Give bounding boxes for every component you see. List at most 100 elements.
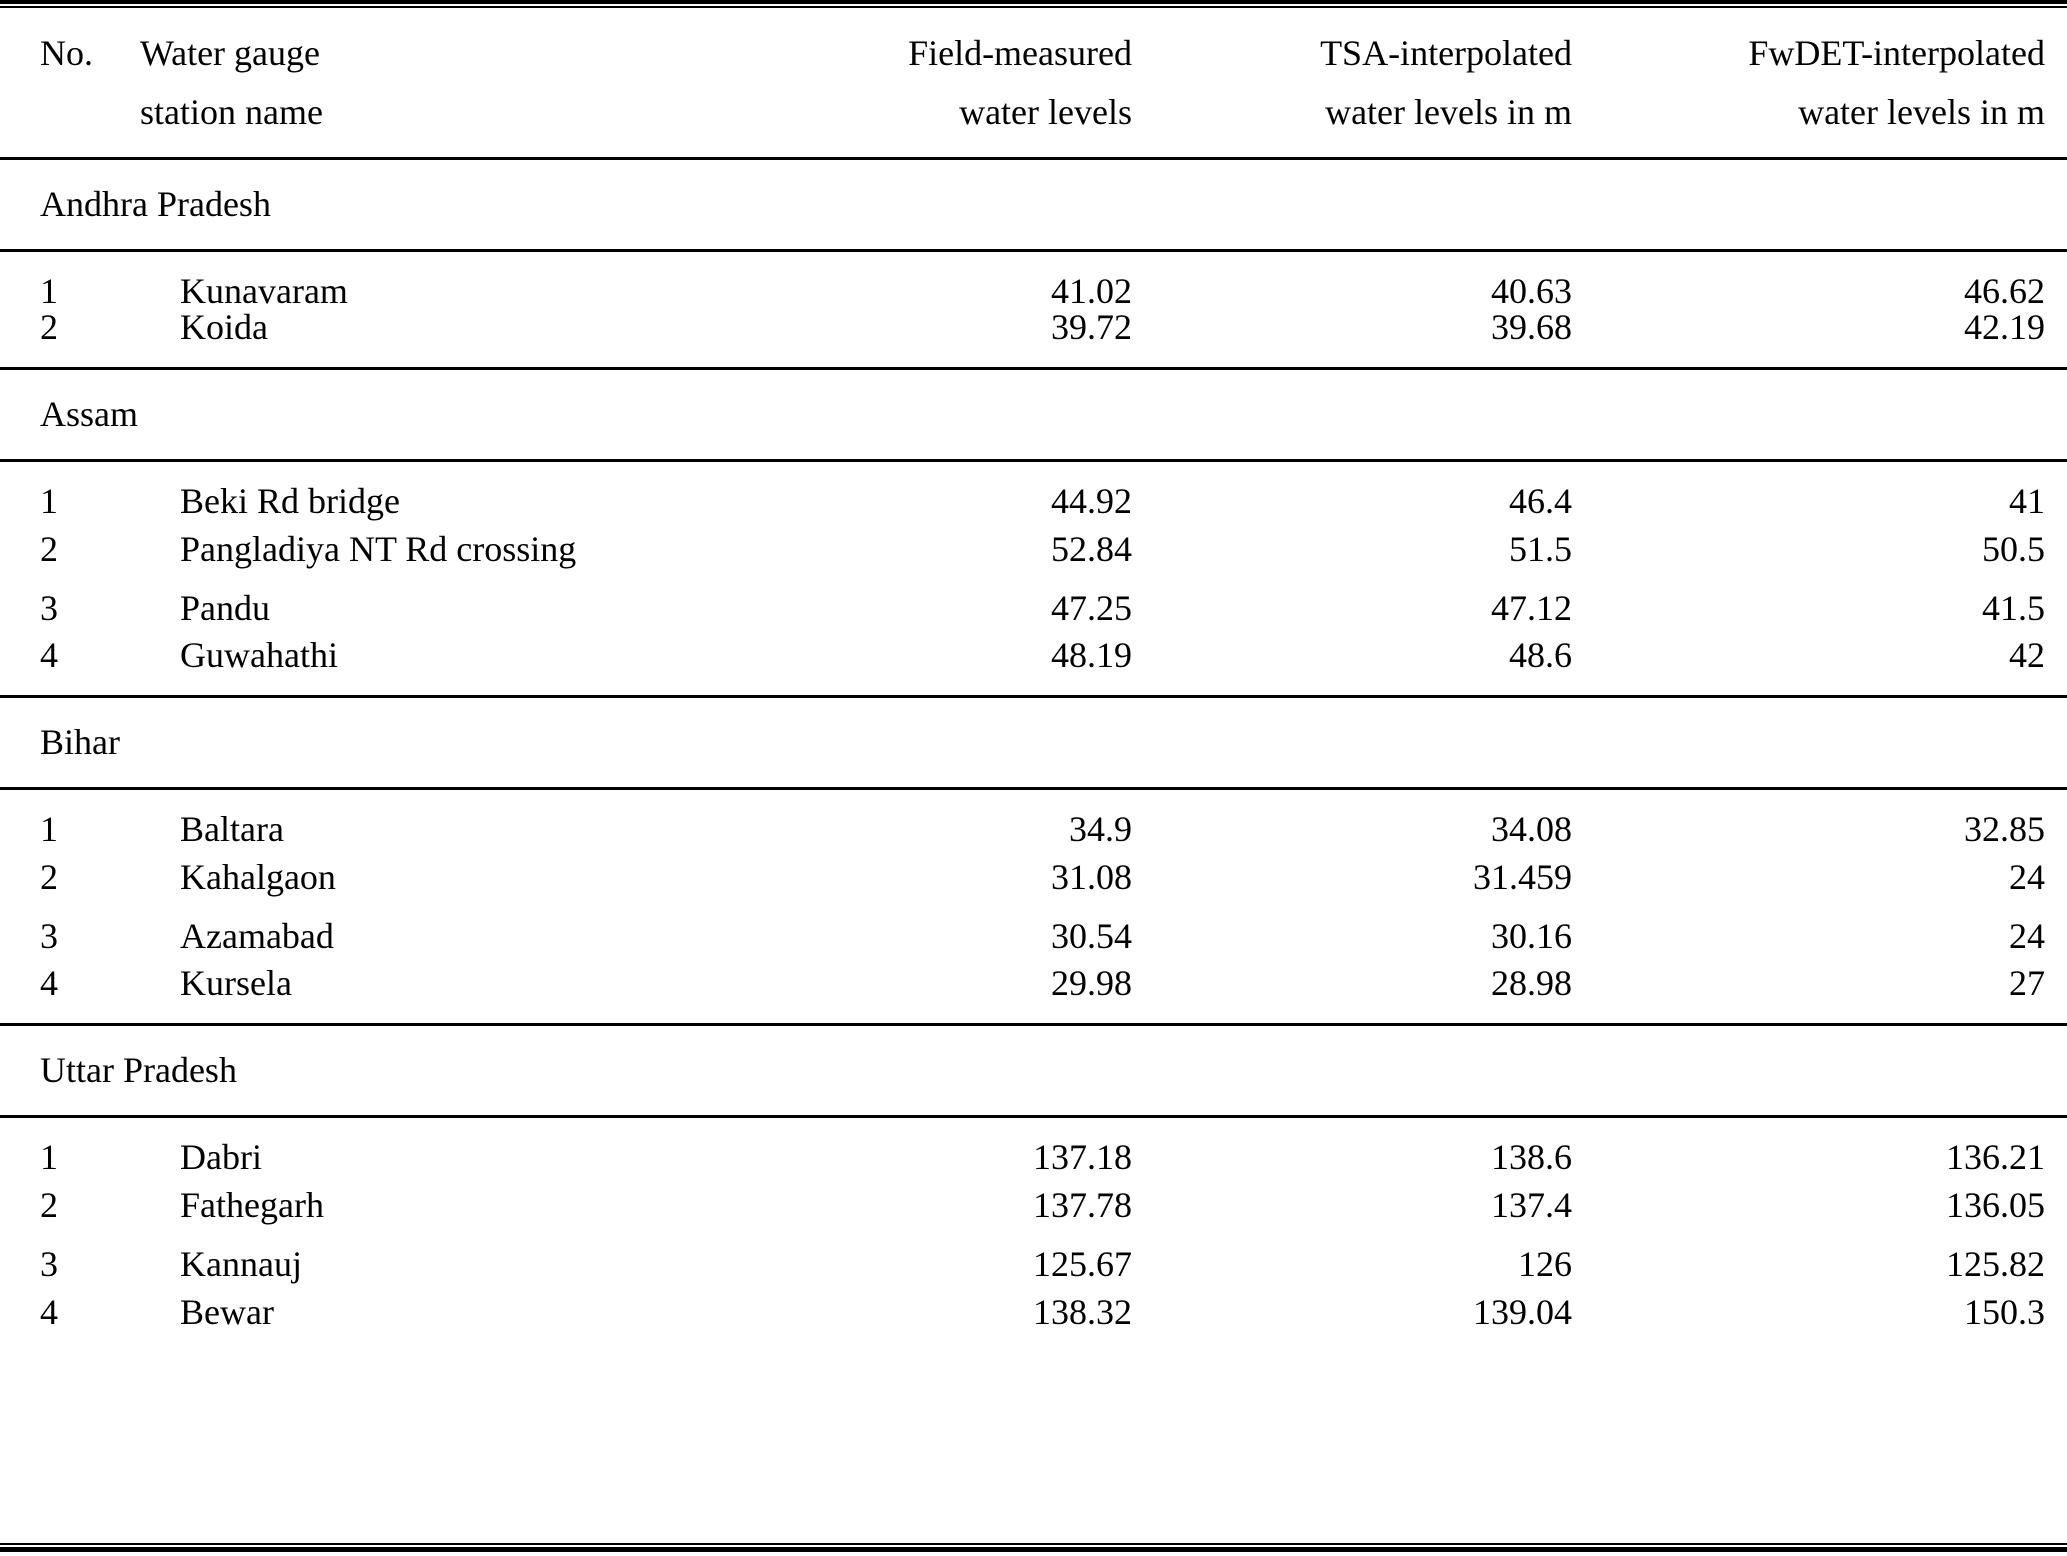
cell-fwdet-interpolated: 32.85 xyxy=(1964,808,2045,849)
cell-tsa-interpolated: 31.459 xyxy=(1473,856,1572,897)
section-name-label: Andhra Pradesh xyxy=(0,156,2067,252)
section-header-row: Assam xyxy=(0,366,2067,462)
cell-tsa-interpolated: 40.63 xyxy=(1491,270,1572,311)
cell-field-measured: 137.18 xyxy=(1033,1136,1132,1177)
cell-tsa-interpolated: 30.16 xyxy=(1491,915,1572,956)
cell-field-measured: 48.19 xyxy=(1051,635,1132,676)
cell-no: 3 xyxy=(40,587,58,628)
header-row: No. Water gauge station name Field-measu… xyxy=(0,8,2067,160)
cell-station-name: Koida xyxy=(180,307,268,348)
cell-field-measured: 47.25 xyxy=(1051,587,1132,628)
section-header-row: Bihar xyxy=(0,694,2067,790)
header-tsa: TSA-interpolated water levels in m xyxy=(1132,8,1572,160)
cell-station-name: Kannauj xyxy=(180,1243,302,1284)
cell-no: 4 xyxy=(40,635,58,676)
cell-no: 4 xyxy=(40,1292,58,1332)
header-fwdet: FwDET-interpolated water levels in m xyxy=(1572,8,2067,160)
cell-tsa-interpolated: 138.6 xyxy=(1491,1136,1572,1177)
cell-no: 1 xyxy=(40,1136,58,1177)
cell-no: 2 xyxy=(40,528,58,569)
cell-no: 3 xyxy=(40,1243,58,1284)
table-header: No. Water gauge station name Field-measu… xyxy=(0,8,2067,160)
table-row: 1 Baltara 34.9 34.08 32.85 xyxy=(0,788,2067,847)
cell-field-measured: 138.32 xyxy=(1033,1292,1132,1332)
table-row: 1 Beki Rd bridge 44.92 46.4 41 xyxy=(0,460,2067,519)
cell-tsa-interpolated: 126 xyxy=(1518,1243,1572,1284)
cell-no: 1 xyxy=(40,808,58,849)
header-no: No. xyxy=(0,8,140,160)
table-body: Andhra Pradesh 1 Kunavaram 41.02 40.63 4… xyxy=(0,156,2067,1352)
cell-fwdet-interpolated: 27 xyxy=(2009,963,2045,1004)
bottom-rule-thin xyxy=(0,1543,2067,1545)
bottom-rule-thick xyxy=(0,1547,2067,1552)
cell-no: 1 xyxy=(40,480,58,521)
cell-fwdet-interpolated: 24 xyxy=(2009,856,2045,897)
cell-station-name: Pandu xyxy=(180,587,270,628)
table-row: 2 Koida 39.72 39.68 42.19 xyxy=(0,309,2067,368)
header-station: Water gauge station name xyxy=(140,8,840,160)
table-row: 2 Fathegarh 137.78 137.4 136.05 xyxy=(0,1175,2067,1234)
cell-fwdet-interpolated: 50.5 xyxy=(1982,528,2045,569)
header-station-line2: station name xyxy=(140,92,323,132)
header-field-measured: Field-measured water levels xyxy=(840,8,1132,160)
cell-tsa-interpolated: 51.5 xyxy=(1509,528,1572,569)
table-row: 2 Kahalgaon 31.08 31.459 24 xyxy=(0,847,2067,906)
header-fwdet-line2: water levels in m xyxy=(1798,92,2045,132)
section-name-label: Uttar Pradesh xyxy=(0,1022,2067,1118)
cell-field-measured: 34.9 xyxy=(1069,808,1132,849)
cell-field-measured: 31.08 xyxy=(1051,856,1132,897)
cell-no: 2 xyxy=(40,1184,58,1225)
cell-tsa-interpolated: 34.08 xyxy=(1491,808,1572,849)
cell-field-measured: 30.54 xyxy=(1051,915,1132,956)
cell-fwdet-interpolated: 42 xyxy=(2009,635,2045,676)
cell-no: 2 xyxy=(40,856,58,897)
section-name-label: Bihar xyxy=(0,694,2067,790)
table-row: 1 Dabri 137.18 138.6 136.21 xyxy=(0,1116,2067,1175)
cell-station-name: Kursela xyxy=(180,963,292,1004)
top-rule-thin xyxy=(0,6,2067,8)
cell-station-name: Baltara xyxy=(180,808,284,849)
cell-no: 1 xyxy=(40,270,58,311)
section-header-row: Uttar Pradesh xyxy=(0,1022,2067,1118)
cell-tsa-interpolated: 28.98 xyxy=(1491,963,1572,1004)
table-row: 2 Pangladiya NT Rd crossing 52.84 51.5 5… xyxy=(0,519,2067,578)
table-row: 3 Kannauj 125.67 126 125.82 xyxy=(0,1234,2067,1293)
table-row: 1 Kunavaram 41.02 40.63 46.62 xyxy=(0,250,2067,309)
cell-fwdet-interpolated: 46.62 xyxy=(1964,270,2045,311)
cell-station-name: Kahalgaon xyxy=(180,856,336,897)
cell-fwdet-interpolated: 41 xyxy=(2009,480,2045,521)
cell-no: 3 xyxy=(40,915,58,956)
cell-station-name: Bewar xyxy=(180,1292,274,1332)
cell-station-name: Beki Rd bridge xyxy=(180,480,400,521)
top-rule-thick xyxy=(0,0,2067,4)
cell-fwdet-interpolated: 125.82 xyxy=(1946,1243,2045,1284)
cell-tsa-interpolated: 46.4 xyxy=(1509,480,1572,521)
header-tsa-line2: water levels in m xyxy=(1325,92,1572,132)
section-header-row: Andhra Pradesh xyxy=(0,156,2067,252)
header-no-line1: No. xyxy=(40,33,93,73)
table-row: 4 Bewar 138.32 139.04 150.3 xyxy=(0,1293,2067,1352)
cell-tsa-interpolated: 39.68 xyxy=(1491,307,1572,348)
cell-field-measured: 137.78 xyxy=(1033,1184,1132,1225)
cell-fwdet-interpolated: 41.5 xyxy=(1982,587,2045,628)
cell-field-measured: 29.98 xyxy=(1051,963,1132,1004)
cell-fwdet-interpolated: 136.21 xyxy=(1946,1136,2045,1177)
table-row: 4 Kursela 29.98 28.98 27 xyxy=(0,965,2067,1024)
cell-station-name: Dabri xyxy=(180,1136,262,1177)
cell-station-name: Pangladiya NT Rd crossing xyxy=(180,528,577,569)
cell-station-name: Guwahathi xyxy=(180,635,338,676)
header-field-line1: Field-measured xyxy=(908,33,1132,73)
cell-field-measured: 125.67 xyxy=(1033,1243,1132,1284)
cell-fwdet-interpolated: 150.3 xyxy=(1964,1292,2045,1332)
cell-no: 4 xyxy=(40,963,58,1004)
cell-field-measured: 44.92 xyxy=(1051,480,1132,521)
cell-station-name: Kunavaram xyxy=(180,270,348,311)
cell-fwdet-interpolated: 136.05 xyxy=(1946,1184,2045,1225)
header-field-line2: water levels xyxy=(959,92,1132,132)
cell-tsa-interpolated: 48.6 xyxy=(1509,635,1572,676)
cell-station-name: Azamabad xyxy=(180,915,334,956)
cell-tsa-interpolated: 137.4 xyxy=(1491,1184,1572,1225)
table-row: 3 Pandu 47.25 47.12 41.5 xyxy=(0,578,2067,637)
cell-fwdet-interpolated: 42.19 xyxy=(1964,307,2045,348)
